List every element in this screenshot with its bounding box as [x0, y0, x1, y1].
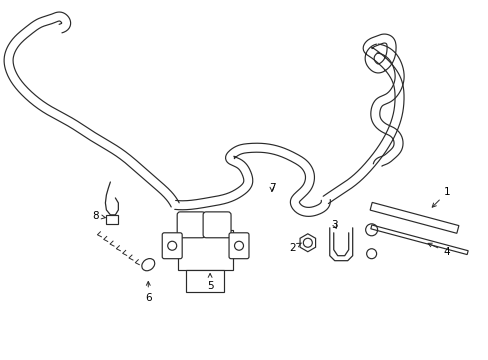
Text: 1: 1 — [431, 187, 450, 207]
FancyBboxPatch shape — [228, 233, 248, 259]
Bar — [186, 270, 224, 292]
FancyBboxPatch shape — [177, 212, 204, 238]
Text: 4: 4 — [427, 243, 449, 257]
Ellipse shape — [142, 258, 154, 271]
Text: 2: 2 — [289, 243, 301, 253]
Polygon shape — [370, 225, 467, 255]
FancyBboxPatch shape — [203, 212, 230, 238]
Text: 3: 3 — [331, 220, 337, 230]
Text: 8: 8 — [92, 211, 105, 221]
Bar — [106, 215, 118, 224]
Text: 6: 6 — [144, 282, 151, 302]
FancyBboxPatch shape — [162, 233, 182, 259]
Text: 7: 7 — [268, 183, 275, 193]
Text: 5: 5 — [206, 274, 213, 291]
Polygon shape — [300, 234, 315, 252]
Bar — [178, 230, 233, 270]
Polygon shape — [369, 202, 458, 233]
